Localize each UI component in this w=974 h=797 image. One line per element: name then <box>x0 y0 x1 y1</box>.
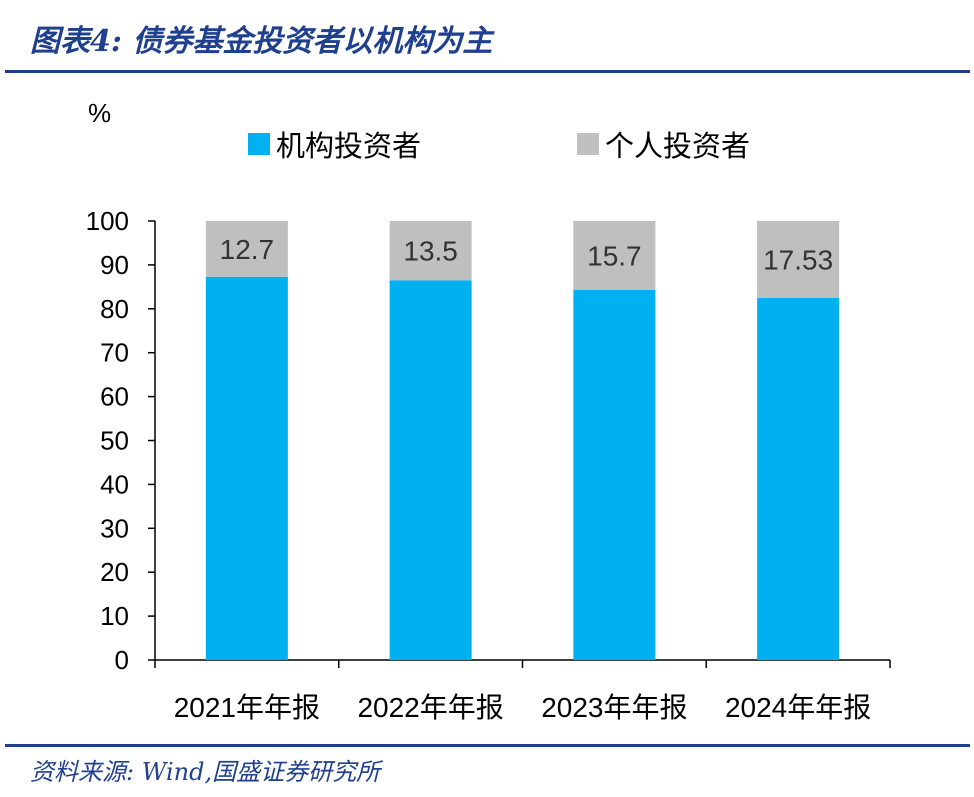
bottom-divider <box>5 744 970 747</box>
bar-segment-institutional <box>389 280 472 660</box>
legend-swatch-individual <box>577 133 599 155</box>
x-tick-label: 2021年年报 <box>174 692 320 723</box>
legend-item-institutional: 机构投资者 <box>248 126 422 163</box>
legend-item-individual: 个人投资者 <box>577 126 751 163</box>
y-tick-label: 40 <box>100 469 129 499</box>
bar-segment-individual <box>205 221 288 277</box>
bar-segment-individual <box>573 221 656 290</box>
y-axis-unit: % <box>88 98 112 128</box>
bar-segment-individual <box>389 221 472 281</box>
y-tick-label: 60 <box>100 382 129 412</box>
legend-label-institutional: 机构投资者 <box>276 131 422 163</box>
data-label: 15.7 <box>587 240 642 271</box>
y-tick-label: 20 <box>100 557 129 587</box>
y-tick-label: 50 <box>100 426 129 456</box>
bar-segment-institutional <box>573 289 656 660</box>
chart-title: 图表4: 债券基金投资者以机构为主 <box>30 24 493 59</box>
source-note: 资料来源: Wind,国盛证券研究所 <box>30 758 381 786</box>
data-label: 17.53 <box>763 244 833 275</box>
y-tick-label: 80 <box>100 294 129 324</box>
legend-label-individual: 个人投资者 <box>605 131 751 163</box>
x-tick-label: 2023年年报 <box>541 692 687 723</box>
y-tick-label: 90 <box>100 250 129 280</box>
y-tick-label: 10 <box>100 601 129 631</box>
top-divider <box>5 70 970 73</box>
x-tick-label: 2022年年报 <box>357 692 503 723</box>
y-tick-label: 100 <box>86 206 129 236</box>
legend-swatch-institutional <box>248 133 270 155</box>
bar-segment-individual <box>757 221 840 298</box>
stacked-bar-chart: 0 10 20 30 40 50 60 70 80 90 100 12.7 2021年年报 13.5 202… <box>86 206 891 723</box>
chart-header: 图表4: 债券基金投资者以机构为主 <box>0 0 974 74</box>
bar-segment-institutional <box>757 297 840 660</box>
y-tick-label: 0 <box>115 645 129 675</box>
y-tick-label: 70 <box>100 338 129 368</box>
bar-segment-institutional <box>205 276 288 660</box>
data-label: 12.7 <box>220 234 275 265</box>
y-tick-label: 30 <box>100 513 129 543</box>
x-tick-label: 2024年年报 <box>725 692 871 723</box>
data-label: 13.5 <box>403 236 458 267</box>
